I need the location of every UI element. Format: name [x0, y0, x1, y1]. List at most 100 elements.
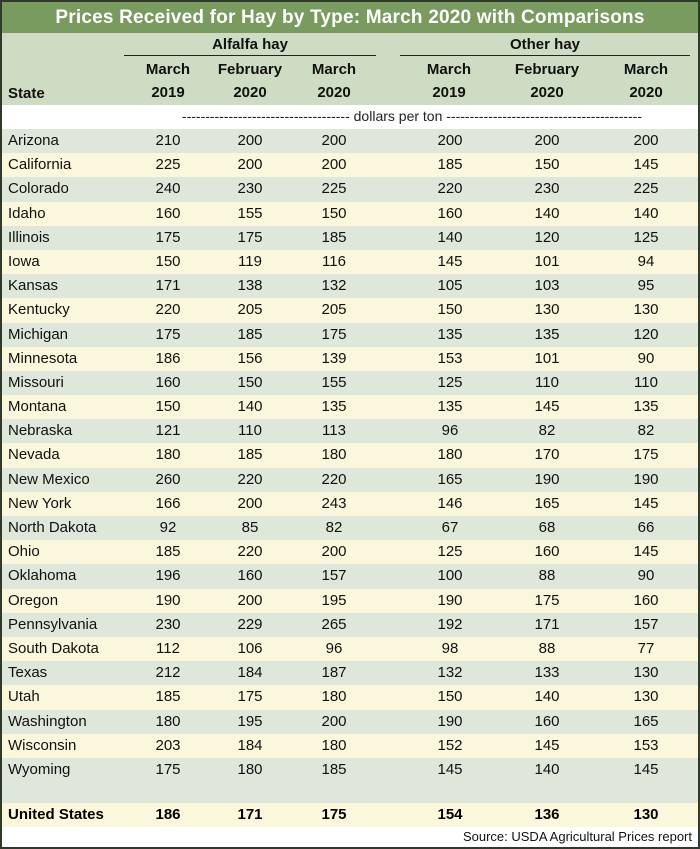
price-cell: 125 — [633, 228, 659, 246]
price-cell: 190 — [437, 712, 463, 730]
table-row: New York 166 200 243 146 165 145 — [2, 491, 698, 516]
state-name: Kentucky — [8, 301, 70, 319]
table-row: Texas 212 184 187 132 133 130 — [2, 661, 698, 686]
col-5-line1: February — [514, 61, 580, 78]
table-row: Utah 185 175 180 150 140 130 — [2, 685, 698, 710]
price-cell: 185 — [155, 688, 181, 706]
price-cell: 166 — [155, 494, 181, 512]
price-cell: 200 — [437, 132, 463, 149]
price-cell: 101 — [534, 252, 560, 270]
price-cell: 94 — [637, 252, 655, 270]
price-cell: 145 — [633, 494, 659, 512]
table-row: Wyoming 175 180 185 145 140 145 — [2, 757, 698, 783]
total-value: 175 — [321, 806, 347, 823]
state-name: Nevada — [8, 446, 60, 464]
price-cell: 101 — [534, 349, 560, 367]
col-1-line1: March — [145, 61, 191, 78]
table-row: Oregon 190 200 195 190 175 160 — [2, 588, 698, 613]
group-other-rule — [400, 55, 690, 56]
price-cell: 106 — [237, 639, 263, 657]
state-name: Idaho — [8, 204, 46, 222]
price-cell: 203 — [155, 736, 181, 754]
price-cell: 140 — [534, 760, 560, 778]
price-cell: 225 — [633, 180, 659, 198]
price-cell: 185 — [237, 446, 263, 464]
price-cell: 92 — [159, 519, 177, 536]
price-cell: 125 — [437, 373, 463, 391]
price-cell: 229 — [237, 615, 263, 633]
col-4-line2: 2019 — [432, 84, 466, 101]
state-name: Iowa — [8, 252, 40, 270]
col-4-line1: March — [426, 61, 472, 78]
price-cell: 85 — [241, 519, 259, 536]
price-cell: 170 — [534, 446, 560, 464]
table-row: Nebraska 121 110 113 96 82 82 — [2, 419, 698, 444]
price-cell: 135 — [633, 398, 659, 416]
state-name: Wisconsin — [8, 736, 77, 754]
price-cell: 220 — [155, 301, 181, 319]
state-name: Ohio — [8, 543, 40, 561]
state-name: Wyoming — [8, 760, 71, 778]
price-cell: 180 — [321, 446, 347, 464]
table-row: Minnesota 186 156 139 153 101 90 — [2, 346, 698, 371]
price-cell: 205 — [237, 301, 263, 319]
price-cell: 200 — [321, 132, 347, 149]
total-value: 136 — [534, 806, 560, 823]
price-cell: 110 — [535, 373, 559, 391]
price-cell: 185 — [155, 543, 181, 561]
price-cell: 160 — [534, 543, 560, 561]
price-cell: 205 — [321, 301, 347, 319]
price-cell: 212 — [155, 664, 181, 682]
price-cell: 95 — [637, 277, 655, 295]
state-name: Texas — [8, 664, 48, 682]
col-3-line1: March — [311, 61, 357, 78]
group-alfalfa-rule — [124, 55, 376, 56]
price-cell: 82 — [637, 422, 655, 440]
price-cell: 180 — [155, 712, 181, 730]
price-cell: 132 — [437, 664, 463, 682]
price-cell: 140 — [534, 204, 560, 222]
price-cell: 153 — [633, 736, 659, 754]
col-3-line2: 2020 — [317, 84, 351, 101]
price-cell: 110 — [634, 373, 658, 391]
source-note: Source: USDA Agricultural Prices report — [462, 829, 692, 844]
price-cell: 100 — [437, 567, 463, 585]
col-2-line1: February — [217, 61, 283, 78]
price-cell: 68 — [538, 519, 556, 536]
price-cell: 171 — [155, 277, 181, 295]
price-cell: 195 — [321, 591, 347, 609]
price-cell: 190 — [534, 470, 560, 488]
price-cell: 220 — [237, 470, 263, 488]
price-cell: 265 — [321, 615, 347, 633]
table-row: Colorado 240 230 225 220 230 225 — [2, 177, 698, 202]
table-row: Iowa 150 119 116 145 101 94 — [2, 249, 698, 275]
price-cell: 150 — [155, 398, 181, 416]
price-cell: 155 — [321, 373, 347, 391]
price-cell: 192 — [437, 615, 463, 633]
spacer-row — [2, 779, 698, 803]
price-cell: 175 — [534, 591, 560, 609]
price-cell: 220 — [437, 180, 463, 198]
price-cell: 130 — [633, 664, 659, 682]
price-cell: 200 — [321, 543, 347, 561]
price-cell: 150 — [437, 301, 463, 319]
price-cell: 146 — [437, 494, 463, 512]
table-row: Wisconsin 203 184 180 152 145 153 — [2, 733, 698, 758]
state-name: New York — [8, 494, 72, 512]
price-cell: 190 — [437, 591, 463, 609]
state-name: Pennsylvania — [8, 615, 98, 633]
table-row: Arizona 210 200 200 200 200 200 — [2, 129, 698, 154]
price-cell: 132 — [321, 277, 347, 295]
table-row: California 225 200 200 185 150 145 — [2, 153, 698, 178]
price-cell: 145 — [534, 398, 560, 416]
state-name: California — [8, 156, 72, 174]
state-name: Nebraska — [8, 422, 73, 440]
price-cell: 150 — [534, 156, 560, 174]
price-cell: 187 — [321, 664, 347, 682]
price-cell: 225 — [155, 156, 181, 174]
table-row: Ohio 185 220 200 125 160 145 — [2, 540, 698, 565]
price-cell: 160 — [437, 204, 463, 222]
price-cell: 96 — [441, 422, 459, 440]
table-row: Missouri 160 150 155 125 110 110 — [2, 370, 698, 396]
price-cell: 145 — [534, 736, 560, 754]
